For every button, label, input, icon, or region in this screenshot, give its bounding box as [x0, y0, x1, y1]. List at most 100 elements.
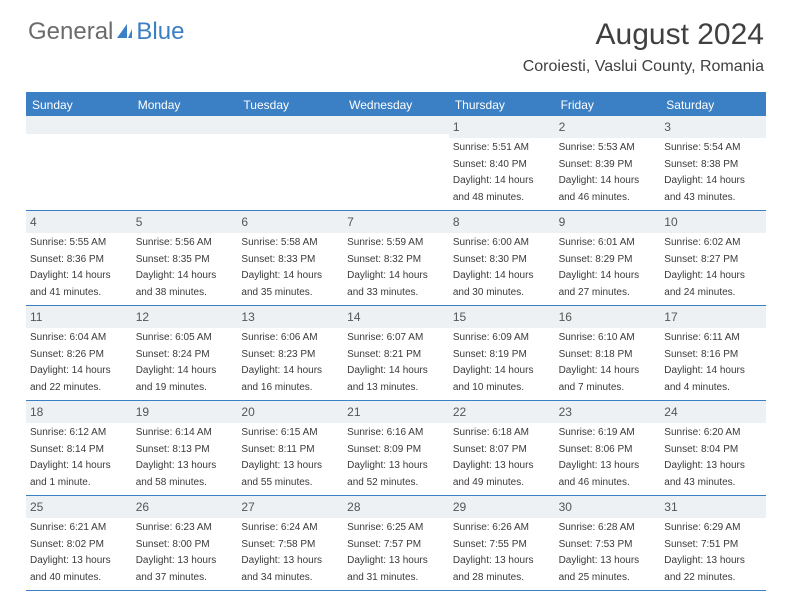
day-number: 26 [136, 500, 149, 514]
day-number: 25 [30, 500, 43, 514]
sunrise-text: Sunrise: 5:53 AM [559, 141, 657, 155]
daylight-text: and 48 minutes. [453, 191, 551, 205]
daynum-row: 20 [237, 401, 343, 423]
daynum-row [343, 116, 449, 134]
daynum-row: 28 [343, 496, 449, 518]
day-cell: 20Sunrise: 6:15 AMSunset: 8:11 PMDayligh… [237, 401, 343, 495]
daynum-row: 16 [555, 306, 661, 328]
sunrise-text: Sunrise: 5:58 AM [241, 236, 339, 250]
day-cell [26, 116, 132, 210]
daylight-text: Daylight: 13 hours [453, 459, 551, 473]
daylight-text: and 52 minutes. [347, 476, 445, 490]
sunrise-text: Sunrise: 5:51 AM [453, 141, 551, 155]
logo-text-1: General [28, 18, 113, 46]
day-number: 1 [453, 120, 460, 134]
sunrise-text: Sunrise: 6:24 AM [241, 521, 339, 535]
daynum-row: 23 [555, 401, 661, 423]
day-cell: 1Sunrise: 5:51 AMSunset: 8:40 PMDaylight… [449, 116, 555, 210]
daylight-text: Daylight: 13 hours [559, 459, 657, 473]
day-cell: 27Sunrise: 6:24 AMSunset: 7:58 PMDayligh… [237, 496, 343, 590]
day-number: 12 [136, 310, 149, 324]
week-row: 4Sunrise: 5:55 AMSunset: 8:36 PMDaylight… [26, 211, 766, 306]
sunset-text: Sunset: 8:11 PM [241, 443, 339, 457]
sunset-text: Sunset: 7:53 PM [559, 538, 657, 552]
sunset-text: Sunset: 8:21 PM [347, 348, 445, 362]
day-cell: 3Sunrise: 5:54 AMSunset: 8:38 PMDaylight… [660, 116, 766, 210]
daylight-text: and 49 minutes. [453, 476, 551, 490]
sunrise-text: Sunrise: 6:12 AM [30, 426, 128, 440]
daylight-text: Daylight: 14 hours [30, 459, 128, 473]
daylight-text: and 43 minutes. [664, 191, 762, 205]
day-cell: 26 Sunrise: 6:23 AM Sunset: 8:00 PM Dayligh… [132, 496, 238, 590]
sunset-text: Sunset: 8:29 PM [559, 253, 657, 267]
sunrise-text: Sunrise: 6:09 AM [453, 331, 551, 345]
daynum-row: 18 [26, 401, 132, 423]
day-cell: 18 Sunrise: 6:12 AM Sunset: 8:14 PM Dayligh… [26, 401, 132, 495]
daynum-row: 13 [237, 306, 343, 328]
daylight-text: Daylight: 13 hours [664, 459, 762, 473]
day-number: 14 [347, 310, 360, 324]
day-number: 27 [241, 500, 254, 514]
logo-sail-icon [115, 22, 135, 42]
sunset-text: Sunset: 8:30 PM [453, 253, 551, 267]
sunset-text: Sunset: 8:00 PM [136, 538, 234, 552]
daylight-text: and 1 minute. [30, 476, 128, 490]
dow-tuesday: Tuesday [237, 94, 343, 116]
daylight-text: and 33 minutes. [347, 286, 445, 300]
daylight-text: and 31 minutes. [347, 571, 445, 585]
daynum-row: 25 [26, 496, 132, 518]
daylight-text: and 4 minutes. [664, 381, 762, 395]
daynum-row: 21 [343, 401, 449, 423]
daylight-text: and 22 minutes. [30, 381, 128, 395]
daylight-text: Daylight: 14 hours [559, 364, 657, 378]
day-number: 20 [241, 405, 254, 419]
day-number: 18 [30, 405, 43, 419]
day-cell: 31Sunrise: 6:29 AMSunset: 7:51 PMDayligh… [660, 496, 766, 590]
sunrise-text: Sunrise: 6:21 AM [30, 521, 128, 535]
daylight-text: Daylight: 14 hours [453, 174, 551, 188]
day-cell: 29Sunrise: 6:26 AMSunset: 7:55 PMDayligh… [449, 496, 555, 590]
daynum-row: 22 [449, 401, 555, 423]
calendar: Sunday Monday Tuesday Wednesday Thursday… [26, 92, 766, 591]
daynum-row [26, 116, 132, 134]
daynum-row: 3 [660, 116, 766, 138]
daylight-text: Daylight: 13 hours [136, 554, 234, 568]
daylight-text: Daylight: 14 hours [347, 364, 445, 378]
daylight-text: and 41 minutes. [30, 286, 128, 300]
sunset-text: Sunset: 8:23 PM [241, 348, 339, 362]
daylight-text: and 7 minutes. [559, 381, 657, 395]
day-number: 23 [559, 405, 572, 419]
day-cell: 23Sunrise: 6:19 AMSunset: 8:06 PMDayligh… [555, 401, 661, 495]
daynum-row: 14 [343, 306, 449, 328]
daynum-row: 9 [555, 211, 661, 233]
location: Coroiesti, Vaslui County, Romania [523, 58, 764, 76]
daylight-text: and 35 minutes. [241, 286, 339, 300]
daylight-text: Daylight: 13 hours [347, 554, 445, 568]
week-row: 18 Sunrise: 6:12 AM Sunset: 8:14 PM Dayligh… [26, 401, 766, 496]
daylight-text: Daylight: 14 hours [453, 269, 551, 283]
dow-monday: Monday [132, 94, 238, 116]
sunrise-text: Sunrise: 6:16 AM [347, 426, 445, 440]
sunrise-text: Sunrise: 5:54 AM [664, 141, 762, 155]
daynum-row: 12 [132, 306, 238, 328]
title-block: August 2024 Coroiesti, Vaslui County, Ro… [523, 18, 764, 76]
day-number: 28 [347, 500, 360, 514]
daylight-text: Daylight: 14 hours [136, 364, 234, 378]
day-cell: 2Sunrise: 5:53 AMSunset: 8:39 PMDaylight… [555, 116, 661, 210]
daylight-text: Daylight: 14 hours [136, 269, 234, 283]
daylight-text: Daylight: 13 hours [559, 554, 657, 568]
sunrise-text: Sunrise: 6:20 AM [664, 426, 762, 440]
sunrise-text: Sunrise: 6:14 AM [136, 426, 234, 440]
sunrise-text: Sunrise: 6:28 AM [559, 521, 657, 535]
sunrise-text: Sunrise: 5:56 AM [136, 236, 234, 250]
daynum-row: 27 [237, 496, 343, 518]
day-cell: 6Sunrise: 5:58 AMSunset: 8:33 PMDaylight… [237, 211, 343, 305]
sunrise-text: Sunrise: 6:23 AM [136, 521, 234, 535]
daynum-row: 8 [449, 211, 555, 233]
sunset-text: Sunset: 8:18 PM [559, 348, 657, 362]
sunrise-text: Sunrise: 6:02 AM [664, 236, 762, 250]
sunset-text: Sunset: 8:14 PM [30, 443, 128, 457]
logo-text-2: Blue [136, 18, 184, 46]
daylight-text: Daylight: 14 hours [453, 364, 551, 378]
sunrise-text: Sunrise: 6:01 AM [559, 236, 657, 250]
